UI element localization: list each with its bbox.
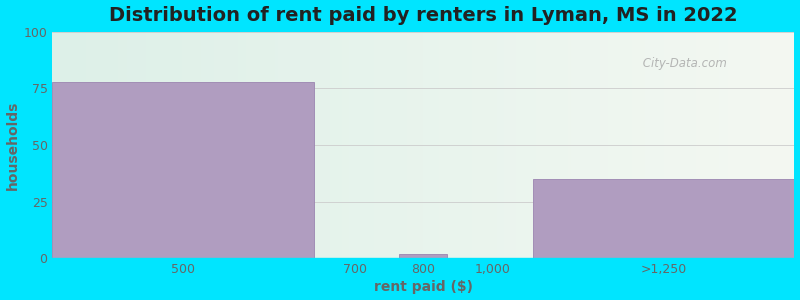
Title: Distribution of rent paid by renters in Lyman, MS in 2022: Distribution of rent paid by renters in … [109, 6, 738, 25]
Bar [534, 179, 794, 258]
Text: City-Data.com: City-Data.com [638, 57, 726, 70]
X-axis label: rent paid ($): rent paid ($) [374, 280, 473, 294]
Y-axis label: households: households [6, 100, 19, 190]
Bar [53, 82, 314, 258]
Bar [399, 254, 447, 258]
